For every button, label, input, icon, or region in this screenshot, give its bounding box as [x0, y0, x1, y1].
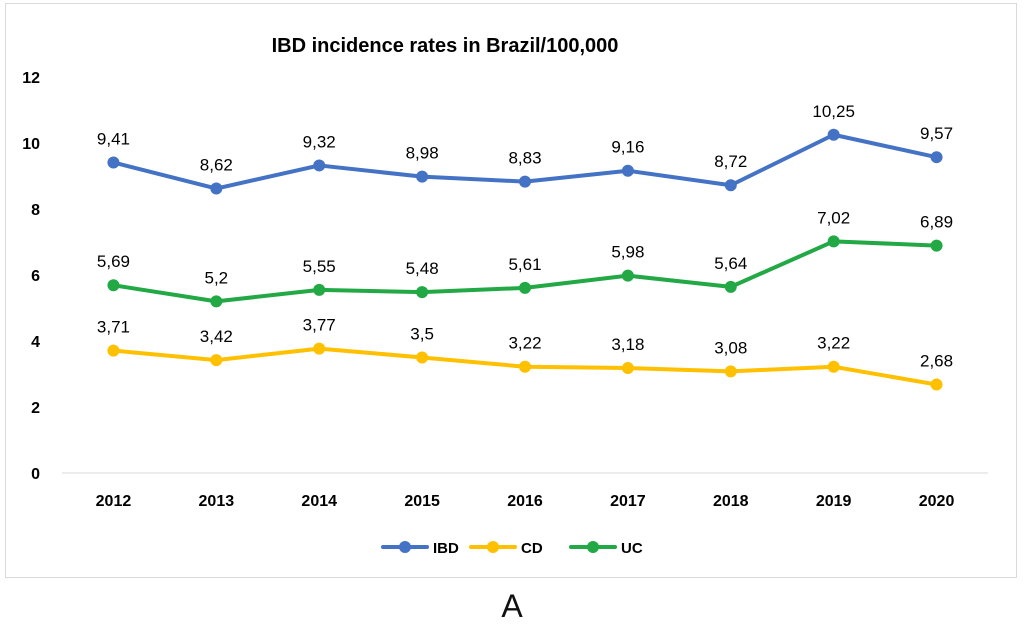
legend-marker-ibd [399, 541, 411, 553]
x-tick-label: 2015 [404, 493, 440, 510]
data-point-cd [724, 365, 737, 378]
y-tick-label: 8 [31, 202, 40, 219]
legend: IBD CD UC [381, 540, 643, 557]
data-label-cd: 3,71 [97, 318, 130, 337]
y-tick-label: 6 [31, 268, 40, 285]
data-label-cd: 2,68 [920, 352, 953, 371]
data-label-uc: 5,69 [97, 252, 130, 271]
data-point-uc [107, 279, 120, 292]
x-tick-label: 2014 [301, 493, 337, 510]
data-point-cd [827, 360, 840, 373]
data-point-ibd [416, 170, 429, 183]
data-point-ibd [621, 164, 634, 177]
axes: 0 2 4 6 8 10 12 2012 2013 2014 2015 2016 2017 2018 201… [22, 70, 988, 510]
data-label-uc: 6,89 [920, 213, 953, 232]
data-point-ibd [210, 182, 223, 195]
data-point-uc [210, 295, 223, 308]
data-label-uc: 5,64 [714, 254, 747, 273]
data-label-uc: 5,98 [611, 243, 644, 262]
data-label-ibd: 9,41 [97, 129, 130, 148]
x-tick-label: 2017 [610, 493, 646, 510]
x-tick-label: 2016 [507, 493, 543, 510]
y-tick-label: 2 [31, 400, 40, 417]
legend-marker-cd [487, 541, 499, 553]
data-point-ibd [930, 151, 943, 164]
legend-label-ibd: IBD [433, 540, 459, 557]
data-label-uc: 5,2 [205, 268, 229, 287]
data-point-cd [621, 362, 634, 375]
data-label-ibd: 9,16 [611, 138, 644, 157]
x-tick-label: 2018 [713, 493, 749, 510]
data-label-uc: 5,55 [303, 257, 336, 276]
series-lines [107, 128, 943, 391]
panel-label: A [501, 588, 523, 624]
y-tick-label: 4 [31, 334, 40, 351]
chart-frame [5, 3, 1017, 578]
data-point-uc [930, 239, 943, 252]
data-label-ibd: 8,62 [200, 156, 233, 175]
x-tick-label: 2019 [816, 493, 852, 510]
data-label-ibd: 8,83 [508, 149, 541, 168]
x-tick-label: 2013 [199, 493, 235, 510]
x-tick-label: 2020 [919, 493, 955, 510]
x-tick-label: 2012 [96, 493, 132, 510]
data-point-ibd [519, 175, 531, 188]
data-point-cd [519, 360, 531, 373]
y-tick-label: 12 [22, 70, 40, 87]
data-label-uc: 7,02 [817, 208, 850, 227]
data-label-cd: 3,18 [611, 335, 644, 354]
data-point-uc [519, 281, 531, 294]
data-label-ibd: 10,25 [812, 102, 855, 121]
data-point-ibd [724, 179, 737, 192]
data-point-ibd [107, 156, 120, 169]
data-point-uc [621, 269, 634, 282]
data-point-cd [930, 378, 943, 391]
legend-label-uc: UC [621, 540, 643, 557]
data-point-uc [724, 280, 737, 293]
data-label-ibd: 9,32 [303, 132, 336, 151]
legend-marker-uc [587, 541, 599, 553]
data-labels: 9,41 8,62 9,32 8,98 8,83 9,16 8,72 10,25 9,57 3,7… [97, 102, 953, 371]
y-tick-label: 10 [22, 136, 40, 153]
data-label-cd: 3,77 [303, 316, 336, 335]
data-label-uc: 5,61 [508, 255, 541, 274]
data-label-cd: 3,22 [817, 334, 850, 353]
data-point-uc [416, 286, 429, 299]
data-label-ibd: 9,57 [920, 124, 953, 143]
data-label-cd: 3,5 [410, 325, 434, 344]
chart-title: IBD incidence rates in Brazil/100,000 [272, 35, 619, 57]
data-point-uc [313, 283, 326, 296]
data-point-ibd [827, 128, 840, 141]
data-label-ibd: 8,72 [714, 152, 747, 171]
data-point-cd [107, 344, 120, 357]
data-point-cd [416, 351, 429, 364]
data-point-cd [210, 354, 223, 367]
data-point-ibd [313, 159, 326, 172]
data-label-cd: 3,22 [508, 334, 541, 353]
data-point-uc [827, 235, 840, 248]
data-label-cd: 3,42 [200, 327, 233, 346]
y-tick-label: 0 [31, 466, 40, 483]
data-label-uc: 5,48 [406, 259, 439, 278]
data-point-cd [313, 342, 326, 355]
data-label-cd: 3,08 [714, 338, 747, 357]
legend-label-cd: CD [521, 540, 543, 557]
data-label-ibd: 8,98 [406, 144, 439, 163]
